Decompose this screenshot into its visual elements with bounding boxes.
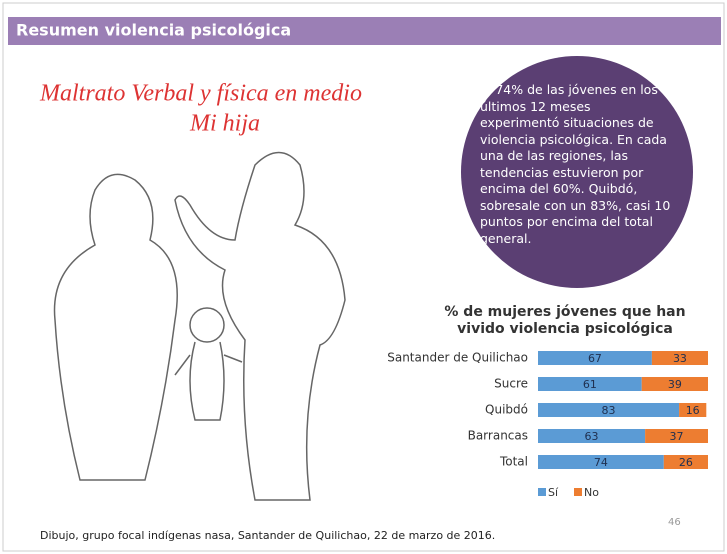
value-label: 63 bbox=[585, 430, 599, 443]
drawing-text: Maltrato Verbal y física en medio bbox=[39, 81, 362, 107]
drawing-text: Mi hija bbox=[189, 111, 260, 137]
category-label: Quibdó bbox=[485, 403, 528, 417]
value-label: 61 bbox=[583, 378, 597, 391]
bar-segment bbox=[641, 377, 708, 391]
value-label: 83 bbox=[602, 404, 616, 417]
caption: Dibujo, grupo focal indígenas nasa, Sant… bbox=[40, 529, 495, 542]
drawing bbox=[53, 151, 346, 501]
bar-segment bbox=[538, 429, 646, 443]
bar-segment bbox=[538, 351, 652, 365]
value-label: 33 bbox=[673, 352, 687, 365]
category-label: Total bbox=[499, 455, 528, 469]
bar-segment bbox=[538, 455, 664, 469]
category-label: Barrancas bbox=[468, 429, 528, 443]
value-label: 74 bbox=[594, 456, 608, 469]
bar-segment bbox=[645, 429, 708, 443]
legend-label: Sí bbox=[548, 486, 559, 499]
callout-text: El 74% de las jóvenes en los últimos 12 … bbox=[480, 82, 671, 246]
bar-segment bbox=[663, 455, 708, 469]
bar-segment bbox=[679, 403, 707, 417]
category-label: Sucre bbox=[494, 377, 528, 391]
page-number: 46 bbox=[668, 517, 681, 528]
header-title: Resumen violencia psicológica bbox=[16, 21, 291, 40]
header-bar bbox=[8, 17, 721, 45]
value-label: 16 bbox=[686, 404, 700, 417]
bar-segment bbox=[538, 403, 680, 417]
category-label: Santander de Quilichao bbox=[387, 351, 528, 365]
bar-segment bbox=[538, 377, 642, 391]
legend-swatch bbox=[574, 488, 582, 496]
chart-title: % de mujeres jóvenes que han vivido viole… bbox=[444, 304, 685, 337]
value-label: 67 bbox=[588, 352, 602, 365]
legend-label: No bbox=[584, 486, 599, 499]
bar-segment bbox=[651, 351, 708, 365]
legend-swatch bbox=[538, 488, 546, 496]
value-label: 37 bbox=[670, 430, 684, 443]
value-label: 26 bbox=[679, 456, 693, 469]
callout-circle bbox=[461, 56, 693, 288]
value-label: 39 bbox=[668, 378, 682, 391]
